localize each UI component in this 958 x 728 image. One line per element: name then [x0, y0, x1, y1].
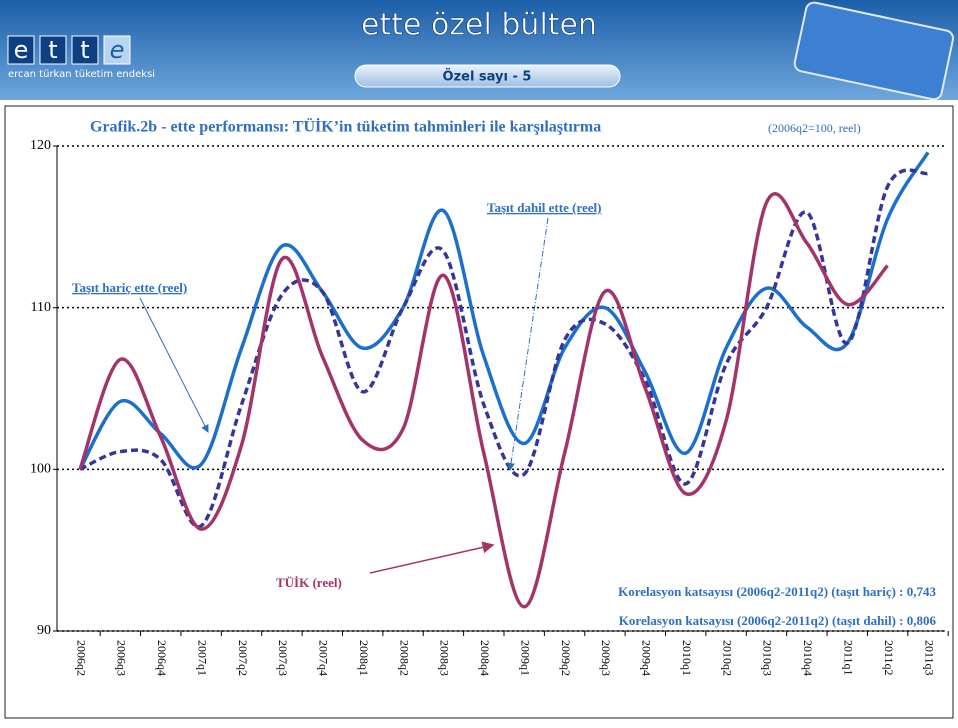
x-tick-label: 2006q2 [74, 640, 88, 676]
header-title: ette özel bülten [361, 8, 597, 43]
x-tick-label: 2010q1 [680, 640, 694, 676]
x-tick-label: 2009q2 [559, 640, 573, 676]
x-tick-label: 2008q3 [438, 640, 452, 676]
x-tick-label: 2008q2 [397, 640, 411, 676]
x-tick-label: 2006q3 [115, 640, 129, 676]
series-label: TÜİK (reel) [276, 575, 342, 590]
series-label: Taşıt hariç ette (reel) [72, 280, 187, 295]
x-tick-label: 2007q3 [276, 640, 290, 676]
annotation: Korelasyon katsayısı (2006q2-2011q2) (ta… [618, 584, 936, 599]
x-tick-label: 2007q4 [317, 640, 331, 676]
x-tick-label: 2011q1 [841, 640, 855, 676]
x-tick-label: 2010q4 [801, 640, 815, 676]
x-tick-label: 2007q1 [195, 640, 209, 676]
slide: e t t e ercan türkan tüketim endeksi ett… [0, 0, 958, 723]
x-tick-label: 2009q4 [640, 640, 654, 676]
x-tick-label: 2011q2 [882, 640, 896, 676]
x-tick-label: 2008q1 [357, 640, 371, 676]
x-tick-label: 2009q1 [518, 640, 532, 676]
x-tick-label: 2009q3 [599, 640, 613, 676]
y-tick-label: 120 [30, 138, 51, 153]
series-label: Taşıt dahil ette (reel) [487, 200, 601, 215]
logo-letter: t [80, 36, 89, 64]
annotation: Korelasyon katsayısı (2006q2-2011q2) (ta… [619, 613, 937, 628]
x-tick-label: 2010q3 [761, 640, 775, 676]
x-tick-label: 2010q2 [720, 640, 734, 676]
logo-letter: e [14, 36, 29, 64]
issue: Özel sayı - 5 [443, 69, 532, 85]
x-tick-label: 2006q4 [155, 640, 169, 676]
y-tick-label: 100 [30, 462, 51, 477]
background [0, 100, 958, 723]
logo-letter: t [48, 36, 57, 64]
chart-title: Grafik.2b - ette performansı: TÜİK’in tü… [90, 117, 601, 136]
chart-subtitle: (2006q2=100, reel) [768, 121, 861, 135]
x-tick-label: 2007q2 [236, 640, 250, 676]
y-tick-label: 90 [37, 623, 51, 638]
logo-caption: ercan türkan tüketim endeksi [8, 69, 155, 80]
x-tick-label: 2011q3 [922, 640, 936, 676]
logo-letter: e [110, 36, 125, 64]
x-tick-label: 2008q4 [478, 640, 492, 676]
y-tick-label: 110 [31, 300, 51, 315]
